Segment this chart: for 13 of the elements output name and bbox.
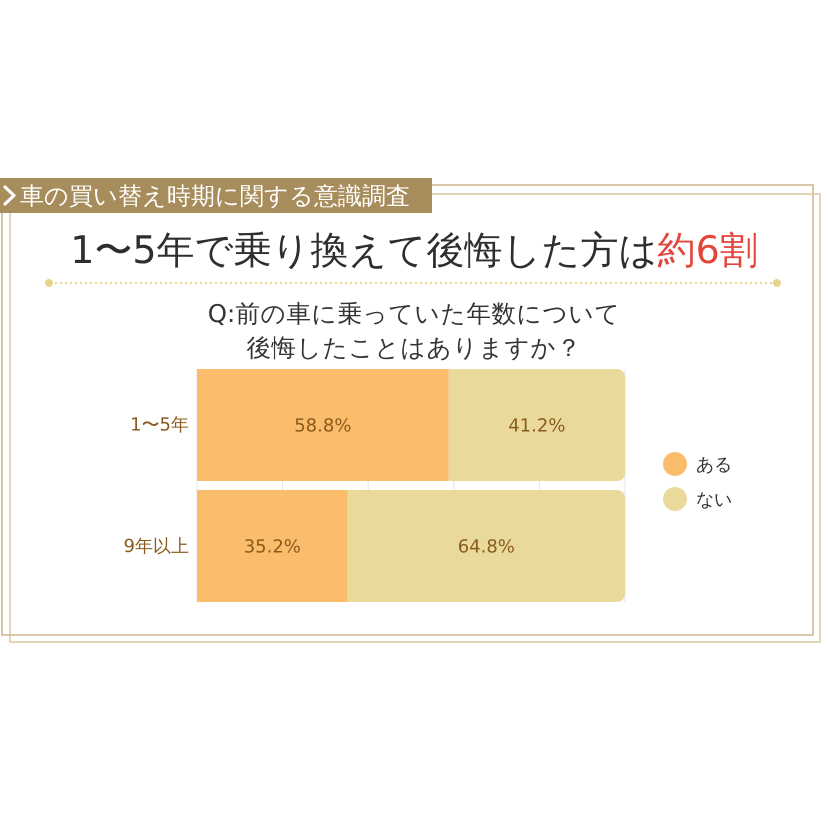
legend-label: ない xyxy=(696,489,732,510)
y-tick-label: 9年以上 xyxy=(124,536,189,557)
text: Q:前の車に乗っていた年数について xyxy=(208,299,620,328)
data-label: 58.8% xyxy=(294,415,352,436)
text: 約6割 xyxy=(658,228,758,272)
data-label: 64.8% xyxy=(458,536,515,558)
chart-subtitle: 1〜5年で乗り換えて後悔した方は xyxy=(70,228,658,272)
y-tick-label: 1〜5年 xyxy=(130,414,189,436)
data-label: 41.2% xyxy=(508,415,566,436)
legend-label: ある xyxy=(696,454,732,476)
chart-title: 車の買い替え時期に関する意識調査 xyxy=(20,182,410,210)
data-label: 35.2% xyxy=(244,536,301,558)
text: 後悔したことはありますか？ xyxy=(246,333,582,362)
